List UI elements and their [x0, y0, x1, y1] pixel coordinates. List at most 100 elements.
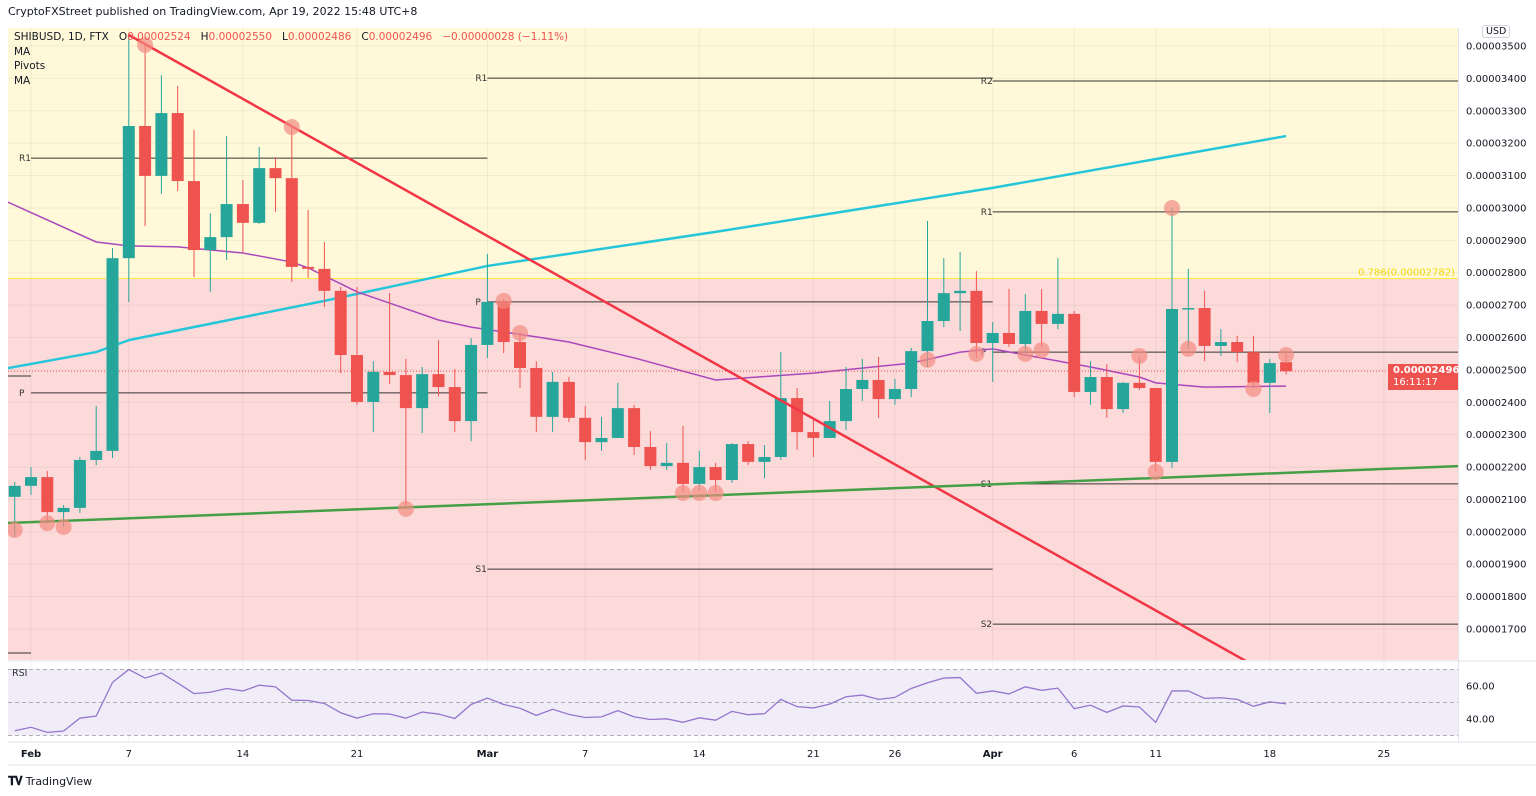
indicator-ma-1[interactable]: MA: [14, 45, 31, 58]
time-tick: 21: [807, 749, 820, 760]
low-value: 0.00002486: [287, 31, 352, 43]
candle-body: [742, 444, 755, 462]
candle-body: [1068, 313, 1081, 392]
indicator-ma-2[interactable]: MA: [14, 74, 31, 87]
tradingview-logo[interactable]: 𝐓𝐕 TradingView: [8, 774, 92, 789]
tradingview-logo-icon: 𝐓𝐕: [8, 774, 23, 788]
candle: [546, 371, 559, 433]
candle-body: [644, 446, 657, 467]
currency-button[interactable]: USD: [1482, 25, 1511, 38]
indicator-pivots[interactable]: Pivots: [14, 60, 46, 72]
candle: [1035, 288, 1048, 347]
pivot-label-r1: R1: [475, 74, 487, 84]
candle: [530, 361, 543, 433]
candle: [807, 419, 820, 458]
candle: [742, 441, 755, 466]
candle-body: [122, 126, 135, 259]
highlight-marker: [8, 521, 23, 538]
highlight-marker: [137, 37, 154, 54]
time-tick: 7: [582, 749, 588, 760]
candle: [1019, 294, 1032, 354]
price-tick: 0.00003300: [1466, 106, 1526, 117]
candle-body: [514, 342, 526, 368]
candle: [106, 248, 119, 459]
candle: [416, 366, 429, 434]
candle-body: [188, 181, 200, 251]
candle-body: [921, 320, 934, 352]
rsi-pane[interactable]: RSI: [8, 662, 1458, 742]
candle-body: [416, 374, 429, 409]
candle: [1166, 207, 1178, 469]
candle-body: [1214, 342, 1227, 346]
candle: [465, 338, 478, 442]
candle: [1003, 288, 1015, 347]
price-tick: 0.00001700: [1466, 625, 1526, 636]
candle: [383, 293, 396, 384]
candle-body: [334, 290, 347, 356]
candle-body: [220, 204, 233, 238]
change-value: −0.00000028 (−1.11%): [442, 31, 569, 43]
candle: [188, 129, 200, 277]
candle-body: [302, 266, 315, 269]
candle: [954, 252, 967, 332]
bar-countdown: 16:11:17: [1393, 377, 1438, 388]
candle: [236, 180, 249, 253]
candle-body: [1133, 382, 1146, 389]
time-tick: 7: [126, 749, 132, 760]
highlight-marker: [675, 484, 691, 501]
candle: [562, 377, 575, 423]
candle-body: [1100, 377, 1113, 410]
pivot-label-r1: R1: [19, 154, 31, 164]
highlight-marker: [691, 484, 708, 501]
high-value: 0.00002550: [208, 31, 273, 43]
candle: [432, 340, 445, 397]
high-label: H: [200, 31, 209, 43]
close-value: 0.00002496: [368, 31, 433, 43]
price-pane[interactable]: 0.786(0.00002782)R1PR1PS1R2R1PS1S2: [0, 28, 1465, 665]
time-tick: 25: [1378, 749, 1391, 760]
highlight-marker: [283, 118, 300, 135]
highlight-marker: [1180, 340, 1197, 357]
zone-above-fib: [8, 28, 1458, 279]
candle-body: [41, 477, 54, 513]
candle: [139, 42, 152, 227]
candle: [1198, 290, 1211, 362]
candle: [644, 431, 657, 470]
fib-label: 0.786(0.00002782): [1358, 268, 1455, 279]
candle-body: [269, 168, 282, 179]
candle-body: [1035, 310, 1048, 324]
candle-body: [8, 485, 21, 497]
candle: [1100, 364, 1113, 418]
candle-body: [1182, 308, 1195, 310]
price-tick: 0.00003500: [1466, 42, 1526, 53]
candle-body: [546, 381, 559, 417]
rsi-title: RSI: [12, 668, 27, 679]
time-tick: 26: [889, 749, 902, 760]
candle: [318, 241, 331, 308]
candle: [1084, 361, 1097, 405]
price-tick: 0.00003200: [1466, 139, 1526, 150]
candle-body: [204, 237, 217, 251]
candle-body: [25, 477, 37, 486]
candle-body: [253, 168, 266, 223]
candle-body: [1084, 377, 1097, 392]
price-tick: 0.00002700: [1466, 301, 1526, 312]
candle: [220, 136, 233, 261]
candle-body: [497, 301, 510, 343]
candle-body: [677, 462, 689, 484]
highlight-marker: [968, 346, 985, 363]
candle: [204, 213, 217, 292]
price-tick: 0.00003100: [1466, 171, 1526, 182]
candle: [1149, 388, 1162, 472]
candle-body: [986, 332, 999, 344]
price-tick: 0.00001800: [1466, 592, 1526, 603]
candle: [921, 220, 934, 367]
candle-body: [367, 371, 380, 402]
candle-body: [709, 467, 722, 481]
time-tick: 6: [1071, 749, 1077, 760]
last-price-label: 0.00002496 16:11:17: [1388, 364, 1459, 390]
highlight-marker: [512, 324, 528, 341]
candle: [970, 271, 983, 358]
tradingview-logo-text: TradingView: [25, 775, 93, 788]
